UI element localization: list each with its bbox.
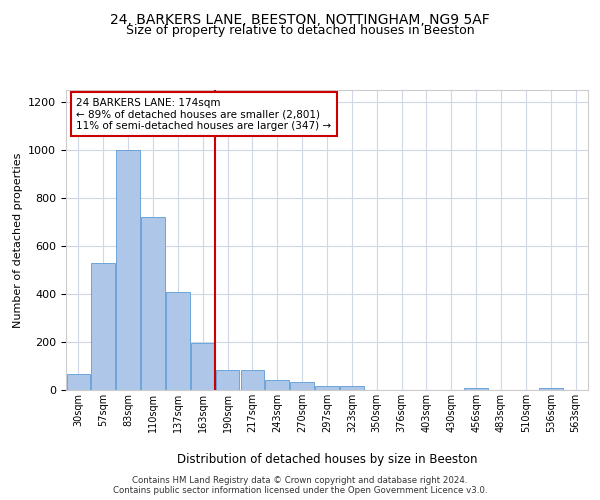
Bar — [265, 380, 289, 390]
Bar — [67, 374, 90, 390]
Bar — [166, 292, 190, 390]
Y-axis label: Number of detached properties: Number of detached properties — [13, 152, 23, 328]
Bar — [464, 388, 488, 390]
Bar — [315, 386, 339, 390]
Bar — [216, 370, 239, 390]
Bar — [116, 150, 140, 390]
Bar — [191, 343, 215, 390]
Text: Contains HM Land Registry data © Crown copyright and database right 2024.: Contains HM Land Registry data © Crown c… — [132, 476, 468, 485]
Text: Size of property relative to detached houses in Beeston: Size of property relative to detached ho… — [125, 24, 475, 37]
Bar — [340, 386, 364, 390]
Bar — [91, 263, 115, 390]
Text: 24, BARKERS LANE, BEESTON, NOTTINGHAM, NG9 5AF: 24, BARKERS LANE, BEESTON, NOTTINGHAM, N… — [110, 12, 490, 26]
Bar — [241, 370, 264, 390]
Text: Contains public sector information licensed under the Open Government Licence v3: Contains public sector information licen… — [113, 486, 487, 495]
Text: 24 BARKERS LANE: 174sqm
← 89% of detached houses are smaller (2,801)
11% of semi: 24 BARKERS LANE: 174sqm ← 89% of detache… — [76, 98, 332, 130]
Bar — [539, 388, 563, 390]
Bar — [141, 217, 165, 390]
Text: Distribution of detached houses by size in Beeston: Distribution of detached houses by size … — [177, 452, 477, 466]
Bar — [290, 382, 314, 390]
